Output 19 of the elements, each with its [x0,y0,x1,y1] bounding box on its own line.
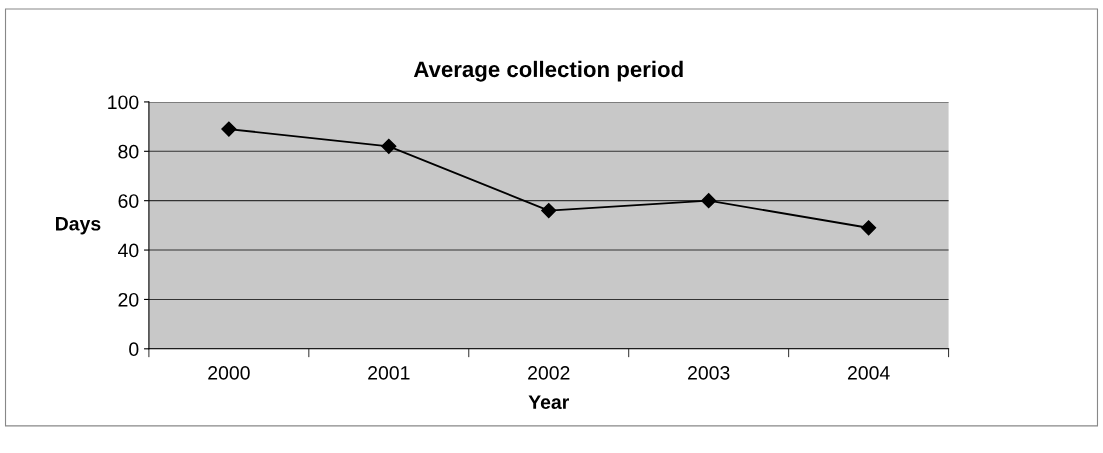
y-tick-label: 80 [118,144,139,159]
point [221,121,237,137]
x-tick-label: 2002 [528,365,570,380]
y-tick-label: 40 [118,243,139,258]
x-tick-label: 2001 [368,365,410,380]
x-tick-label: 2004 [847,365,890,380]
y-axis-title: Days [56,217,101,235]
y-tick-label: 60 [118,194,139,208]
point [381,138,397,154]
y-tick-label: 100 [108,95,139,110]
y-tick-label: 0 [129,342,139,357]
point [861,220,877,236]
x-tick-label: 2000 [208,365,250,380]
x-axis-title: Year [528,395,569,409]
x-tick-label: 2003 [688,365,730,380]
point [541,202,557,219]
point [701,193,717,209]
y-tick-label: 20 [118,292,139,307]
chart-title: Average collection period [413,60,683,82]
